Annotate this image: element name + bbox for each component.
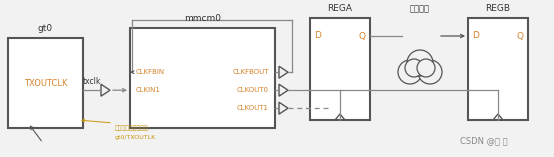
Text: Q: Q xyxy=(516,32,524,41)
Text: TXOUTCLK: TXOUTCLK xyxy=(24,78,67,87)
Circle shape xyxy=(407,50,433,76)
Bar xyxy=(8,38,83,128)
Bar xyxy=(310,18,370,120)
Text: 数据路径: 数据路径 xyxy=(410,4,430,13)
Text: mmcm0: mmcm0 xyxy=(184,14,221,23)
Circle shape xyxy=(417,59,435,77)
Text: CLKIN1: CLKIN1 xyxy=(136,87,161,93)
Text: CLKFBIN: CLKFBIN xyxy=(136,69,165,75)
Text: 建议的基准时钟源点:: 建议的基准时钟源点: xyxy=(115,125,151,131)
Text: Q: Q xyxy=(358,32,366,41)
Bar xyxy=(130,28,275,128)
Text: D: D xyxy=(473,32,479,41)
Text: D: D xyxy=(315,32,321,41)
Text: CLKFBOUT: CLKFBOUT xyxy=(233,69,269,75)
Circle shape xyxy=(405,59,423,77)
Text: REGA: REGA xyxy=(327,4,352,13)
Text: gt0/TXOUTLK: gt0/TXOUTLK xyxy=(115,135,156,140)
Bar xyxy=(468,18,528,120)
Text: txclk: txclk xyxy=(83,77,101,86)
Text: gt0: gt0 xyxy=(38,24,53,33)
Text: CSDN @冬 井: CSDN @冬 井 xyxy=(460,136,507,145)
Text: CLKOUT0: CLKOUT0 xyxy=(237,87,269,93)
Circle shape xyxy=(418,60,442,84)
Text: REGB: REGB xyxy=(485,4,510,13)
Text: CLKOUT1: CLKOUT1 xyxy=(237,105,269,111)
Circle shape xyxy=(398,60,422,84)
